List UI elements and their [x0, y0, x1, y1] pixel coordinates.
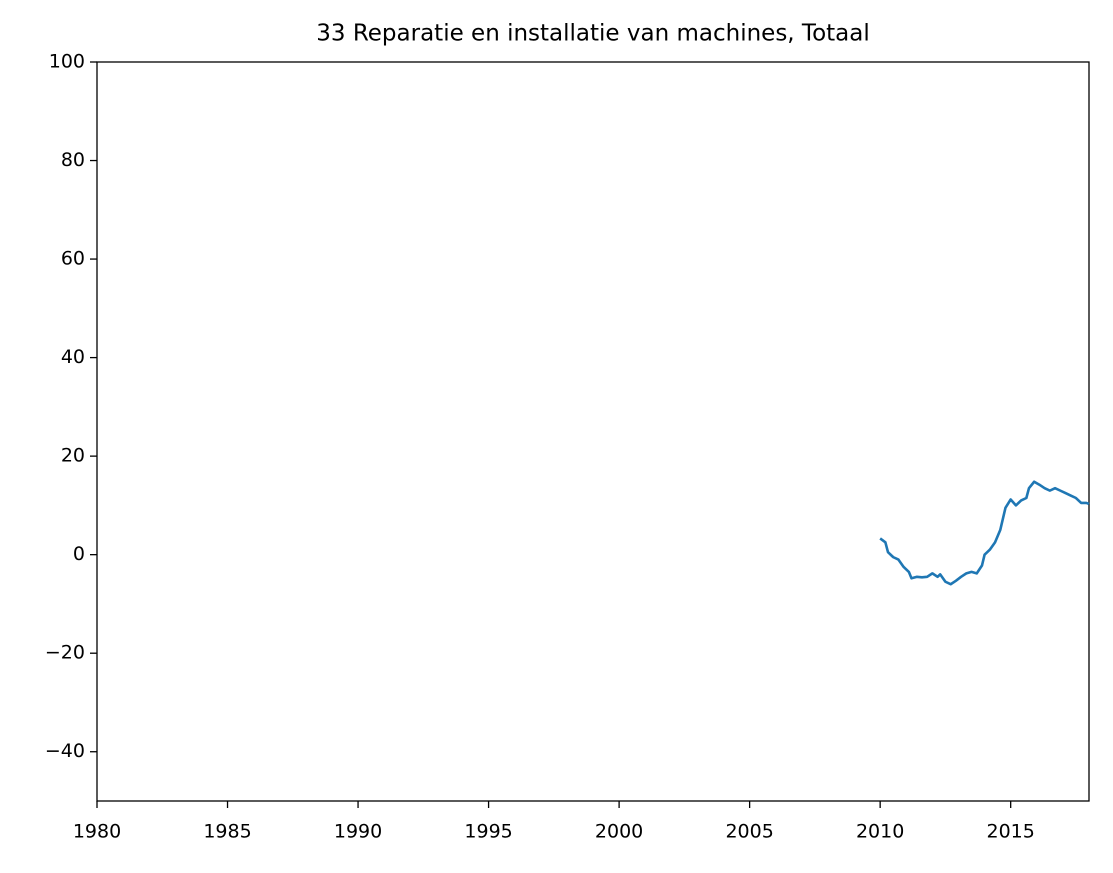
- y-tick-label: 40: [61, 346, 85, 368]
- y-tick-label: 100: [49, 51, 85, 73]
- data-line: [879, 480, 1090, 586]
- y-tick-label: 60: [61, 248, 85, 270]
- x-tick-label: 1985: [203, 821, 251, 843]
- y-tick-label: −20: [45, 642, 85, 664]
- x-tick-label: 1990: [334, 821, 382, 843]
- x-tick-label: 1995: [464, 821, 512, 843]
- x-tick-label: 1980: [73, 821, 121, 843]
- x-tick-label: 2015: [987, 821, 1035, 843]
- y-tick-label: 0: [73, 543, 85, 565]
- plot-frame: [96, 61, 1090, 802]
- x-tick-label: 2005: [725, 821, 773, 843]
- chart-title: 33 Reparatie en installatie van machines…: [316, 21, 869, 47]
- y-tick-label: −40: [45, 740, 85, 762]
- x-tick-label: 2000: [595, 821, 643, 843]
- y-tick-label: 80: [61, 149, 85, 171]
- x-tick-label: 2010: [856, 821, 904, 843]
- y-tick-label: 20: [61, 445, 85, 467]
